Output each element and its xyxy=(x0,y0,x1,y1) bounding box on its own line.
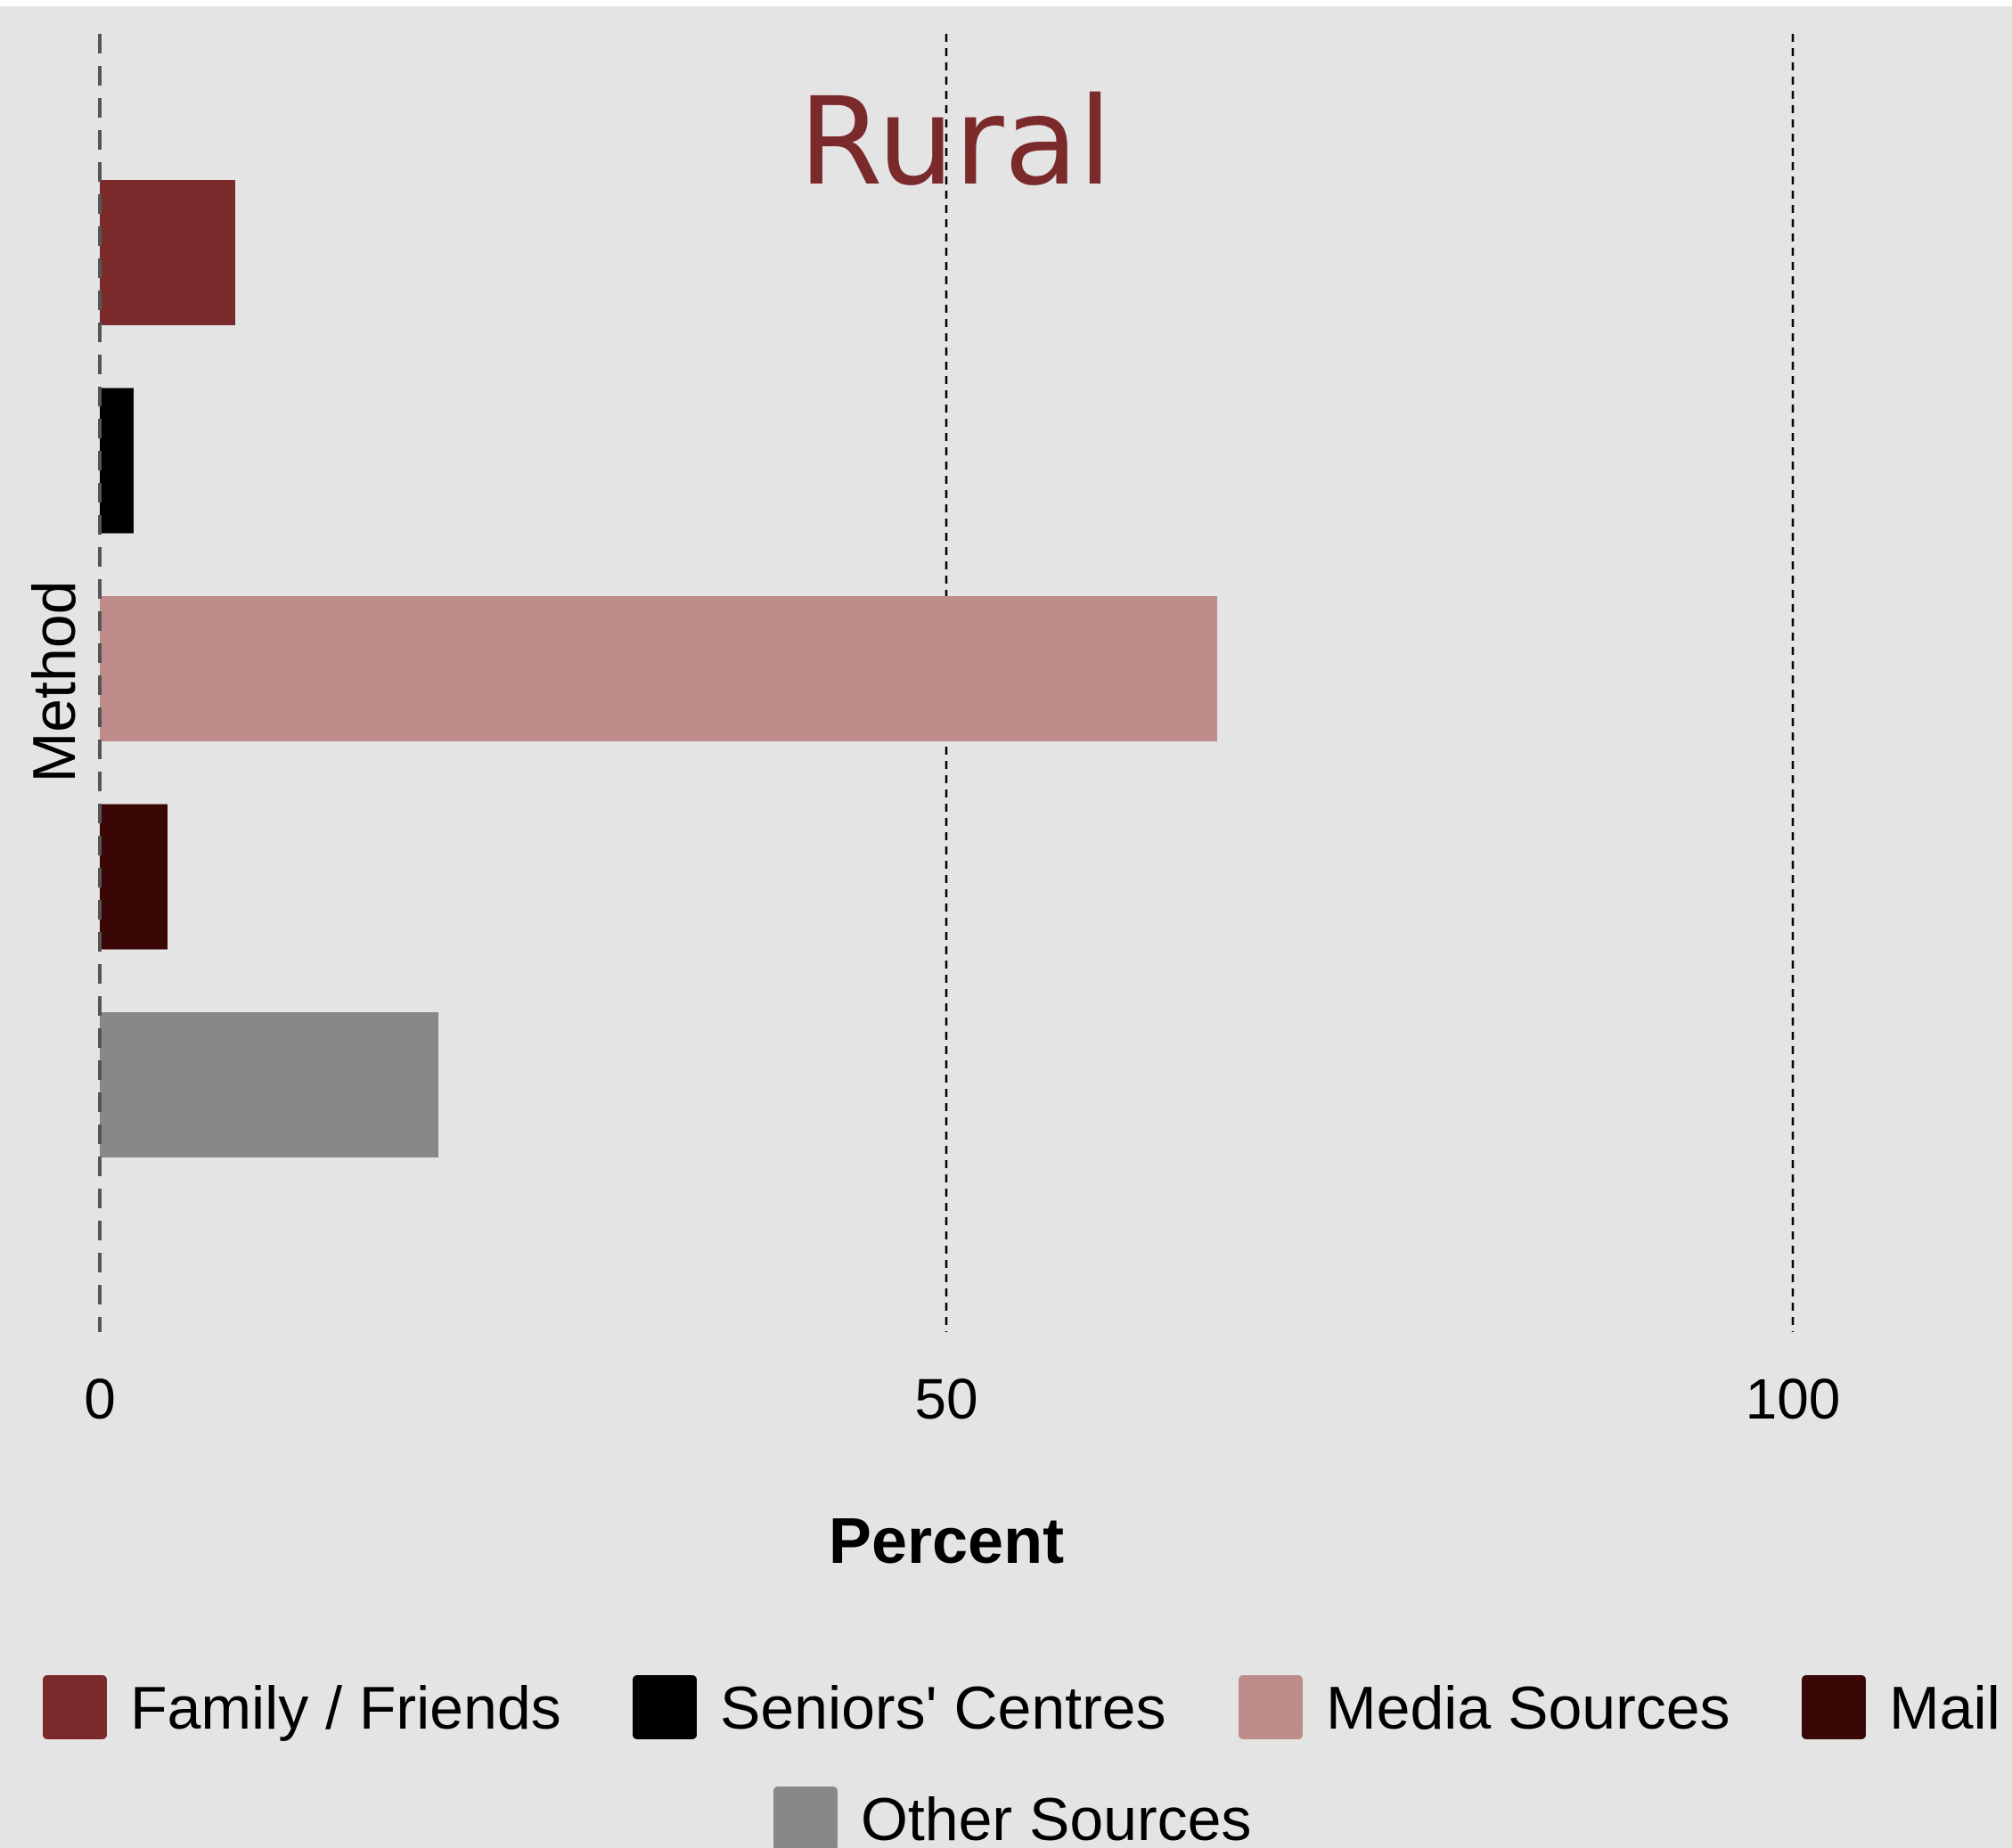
bar-media-sources xyxy=(100,596,1217,741)
x-tick-labels: 0 50 100 xyxy=(84,1367,1840,1431)
legend: Family / Friends Seniors' Centres Media So… xyxy=(43,1674,2000,1848)
bar-family-friends xyxy=(100,180,235,325)
chart-title: Rural xyxy=(798,72,1112,213)
legend-label: Media Sources xyxy=(1326,1674,1730,1742)
legend-label: Seniors' Centres xyxy=(720,1674,1166,1742)
legend-swatch xyxy=(773,1787,838,1848)
x-tick-label: 100 xyxy=(1746,1367,1841,1431)
x-axis-title: Percent xyxy=(829,1506,1064,1577)
legend-label: Other Sources xyxy=(861,1786,1251,1848)
y-axis-title: Method xyxy=(20,581,88,783)
bars xyxy=(100,180,1217,1157)
legend-swatch xyxy=(1239,1675,1303,1739)
legend-label: Mail xyxy=(1889,1674,2000,1742)
legend-swatch xyxy=(633,1675,697,1739)
x-tick-label: 0 xyxy=(84,1367,116,1431)
legend-swatch xyxy=(1802,1675,1866,1739)
bar-seniors-centres xyxy=(100,388,134,534)
bar-mail xyxy=(100,804,168,950)
chart-background xyxy=(0,6,2012,1848)
legend-label: Family / Friends xyxy=(130,1674,561,1742)
bar-other-sources xyxy=(100,1012,438,1157)
x-tick-label: 50 xyxy=(914,1367,977,1431)
legend-swatch xyxy=(43,1675,107,1739)
